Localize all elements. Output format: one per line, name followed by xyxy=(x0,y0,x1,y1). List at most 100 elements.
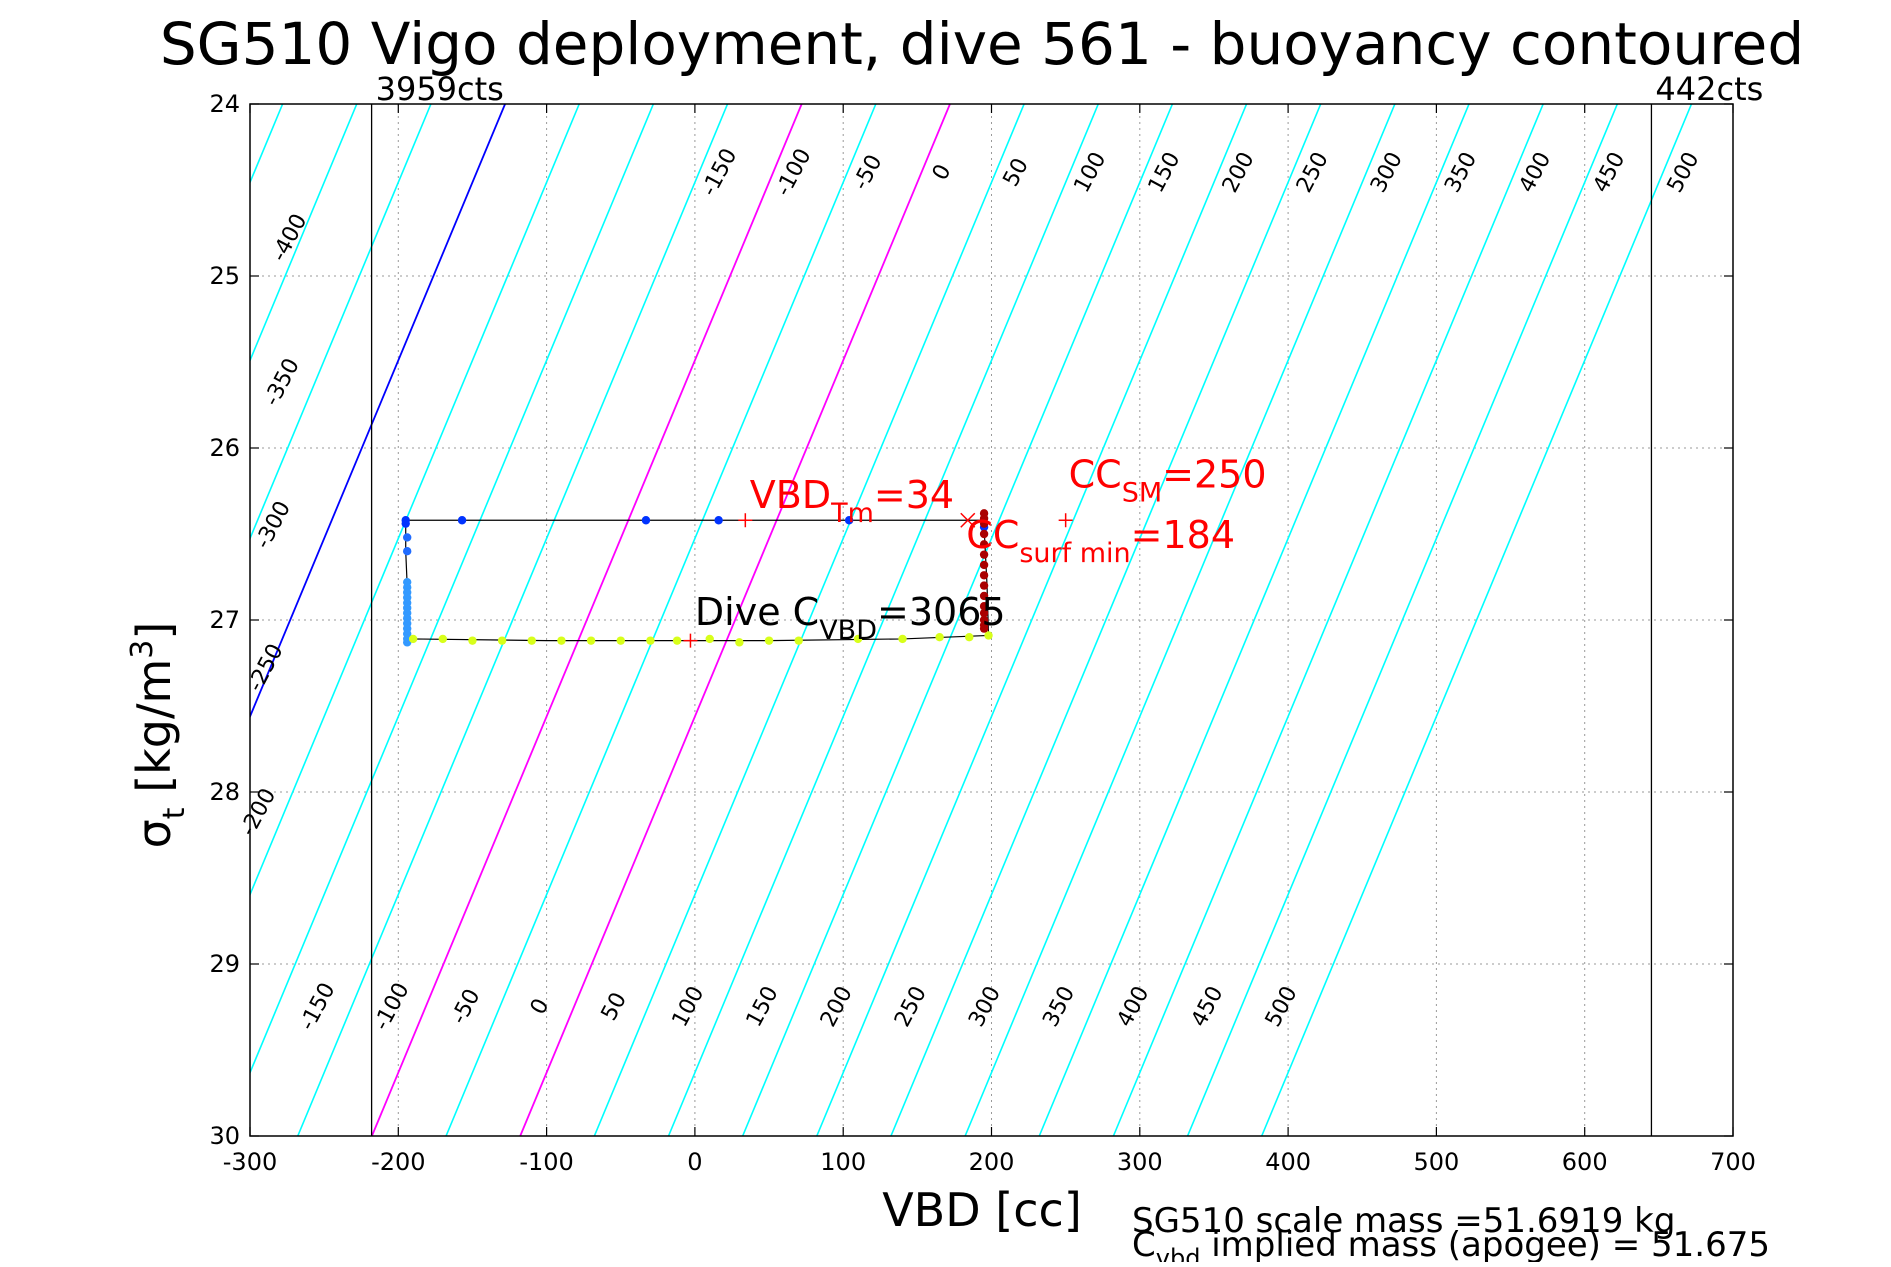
data-point xyxy=(672,636,682,645)
annotation-sub: surf min xyxy=(1019,538,1130,569)
y-tick-label: 30 xyxy=(209,1122,240,1150)
data-point xyxy=(408,634,418,644)
contour-line xyxy=(1112,104,1544,1136)
data-point xyxy=(497,636,507,645)
chart-title: SG510 Vigo deployment, dive 561 - buoyan… xyxy=(160,10,1804,78)
annotation-rest: =184 xyxy=(1131,513,1235,557)
y-tick-label: 26 xyxy=(209,434,240,462)
data-point xyxy=(401,519,410,528)
implied-mass-text: Cvbd implied mass (apogee) = 51.675 xyxy=(1132,1225,1770,1262)
contour-line xyxy=(667,104,1100,1136)
contour-line xyxy=(1260,104,1693,1136)
x-tick-label: 400 xyxy=(1265,1148,1311,1176)
contour-line xyxy=(445,104,877,1136)
y-axis-ticks: 24 25 26 27 28 29 30 xyxy=(209,90,1733,1150)
data-point xyxy=(557,636,566,645)
y-label-sigma: σ xyxy=(127,819,181,848)
data-point xyxy=(979,608,989,618)
annotation-cc_surf: CCsurf min=184 xyxy=(966,513,1235,569)
implied-mass-sub: vbd xyxy=(1156,1244,1201,1262)
annotation-cc_sm: CCSM=250 xyxy=(1069,453,1267,509)
data-point xyxy=(965,633,974,642)
y-label-rest: [kg/m xyxy=(127,659,181,808)
data-point xyxy=(935,633,944,642)
data-point xyxy=(853,634,863,644)
x-tick-label: 200 xyxy=(969,1148,1015,1176)
x-tick-label: -200 xyxy=(371,1148,425,1176)
data-point xyxy=(764,636,774,645)
x-tick-label: 300 xyxy=(1117,1148,1163,1176)
contour-line xyxy=(250,104,580,897)
data-point xyxy=(979,519,989,528)
annotation-base: CC xyxy=(1069,453,1122,497)
x-tick-label: 0 xyxy=(687,1148,702,1176)
contour-line xyxy=(297,104,729,1136)
vbd-limit-label: 442cts xyxy=(1655,70,1763,108)
data-point xyxy=(979,602,989,611)
y-tick-label: 29 xyxy=(209,950,240,978)
annotation-sub: SM xyxy=(1122,478,1162,509)
reference-markers xyxy=(683,512,1073,648)
contour-line xyxy=(741,104,1174,1136)
x-axis-ticks: -300 -200 -100 0 100 200 300 400 500 600 700 xyxy=(223,104,1756,1176)
data-point xyxy=(979,591,989,601)
annotation-rest: =250 xyxy=(1162,453,1266,497)
reference-marker xyxy=(683,633,698,648)
data-point xyxy=(979,550,989,559)
x-tick-label: 100 xyxy=(820,1148,866,1176)
annotation-sub: Tm xyxy=(830,498,874,529)
contour-line xyxy=(593,104,1025,1136)
contour-labels: -400-350-300-250-200-150 -100 -50 0 50 100 150… xyxy=(236,145,1705,1035)
data-point xyxy=(457,516,467,525)
annotation-base: CC xyxy=(966,513,1019,557)
x-tick-label: 500 xyxy=(1413,1148,1459,1176)
data-point xyxy=(527,636,536,645)
contour-line xyxy=(250,104,506,719)
annotation-base: Dive C xyxy=(695,590,819,634)
data-point xyxy=(616,636,625,645)
data-point xyxy=(438,634,447,644)
data-point xyxy=(714,516,723,525)
y-tick-label: 24 xyxy=(209,90,240,118)
x-tick-label: 700 xyxy=(1710,1148,1756,1176)
contour-line xyxy=(250,104,432,541)
contour-line xyxy=(371,104,803,1136)
annotation-rest: =34 xyxy=(874,473,954,517)
annotation-vbd_tm: VBDTm=34 xyxy=(750,473,954,529)
vbd-limits: 3959cts 442cts xyxy=(370,70,1763,1136)
contour-line xyxy=(250,104,358,363)
data-points xyxy=(401,509,993,647)
data-point xyxy=(898,634,907,644)
annotation-base: VBD xyxy=(750,473,831,517)
x-tick-label: 600 xyxy=(1562,1148,1608,1176)
vbd-limit-label: 3959cts xyxy=(376,70,504,108)
data-point xyxy=(984,631,993,640)
x-axis-label: VBD [cc] xyxy=(882,1183,1082,1237)
data-point xyxy=(844,516,854,525)
y-tick-label: 28 xyxy=(209,778,240,806)
data-point xyxy=(979,624,989,633)
contour-line xyxy=(1038,104,1470,1136)
y-tick-label: 25 xyxy=(209,262,240,290)
annotation-rest: =3065 xyxy=(877,590,1006,634)
data-point xyxy=(979,540,989,549)
contour-line xyxy=(890,104,1322,1136)
y-tick-label: 27 xyxy=(209,606,240,634)
data-point xyxy=(979,560,989,570)
x-tick-label: -300 xyxy=(223,1148,277,1176)
y-axis-label: σt [kg/m3] xyxy=(125,622,192,849)
x-tick-label: -100 xyxy=(519,1148,573,1176)
implied-mass-rest: implied mass (apogee) = 51.675 xyxy=(1200,1225,1770,1262)
contour-line xyxy=(1186,104,1619,1136)
data-point xyxy=(646,636,655,645)
data-point xyxy=(979,571,989,580)
data-point xyxy=(705,634,714,644)
reference-marker xyxy=(1058,513,1073,528)
contour-line xyxy=(519,104,951,1136)
contour-line xyxy=(964,104,1396,1136)
buoyancy-contours xyxy=(250,104,1693,1136)
data-point xyxy=(641,516,651,525)
